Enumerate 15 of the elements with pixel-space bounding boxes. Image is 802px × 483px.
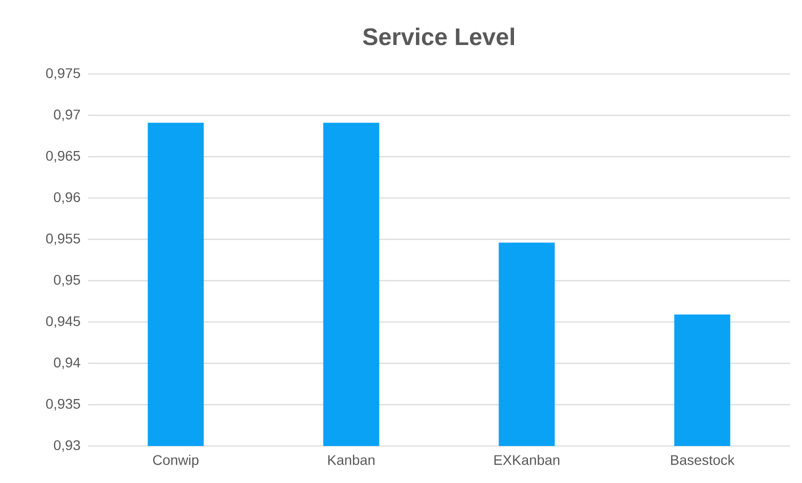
- y-tick-label: 0,955: [46, 234, 80, 246]
- y-tick-label: 0,97: [54, 110, 80, 122]
- x-tick-label: EXKanban: [494, 454, 560, 465]
- x-tick-label: Conwip: [153, 454, 198, 468]
- y-tick-label: 0,94: [54, 358, 80, 370]
- y-tick-label: 0,93: [54, 440, 80, 452]
- y-tick-label: 0,935: [46, 398, 80, 410]
- y-tick-label: 0,95: [54, 274, 80, 286]
- y-tick-label: 0,965: [46, 150, 80, 162]
- chart-title: Service Level: [362, 28, 514, 46]
- y-tick-label: 0,975: [46, 68, 80, 80]
- y-tick-label: 0,945: [46, 316, 80, 328]
- x-tick-label: Basestock: [671, 454, 735, 465]
- y-tick-label: 0,96: [54, 192, 80, 204]
- x-tick-label: Kanban: [328, 454, 374, 465]
